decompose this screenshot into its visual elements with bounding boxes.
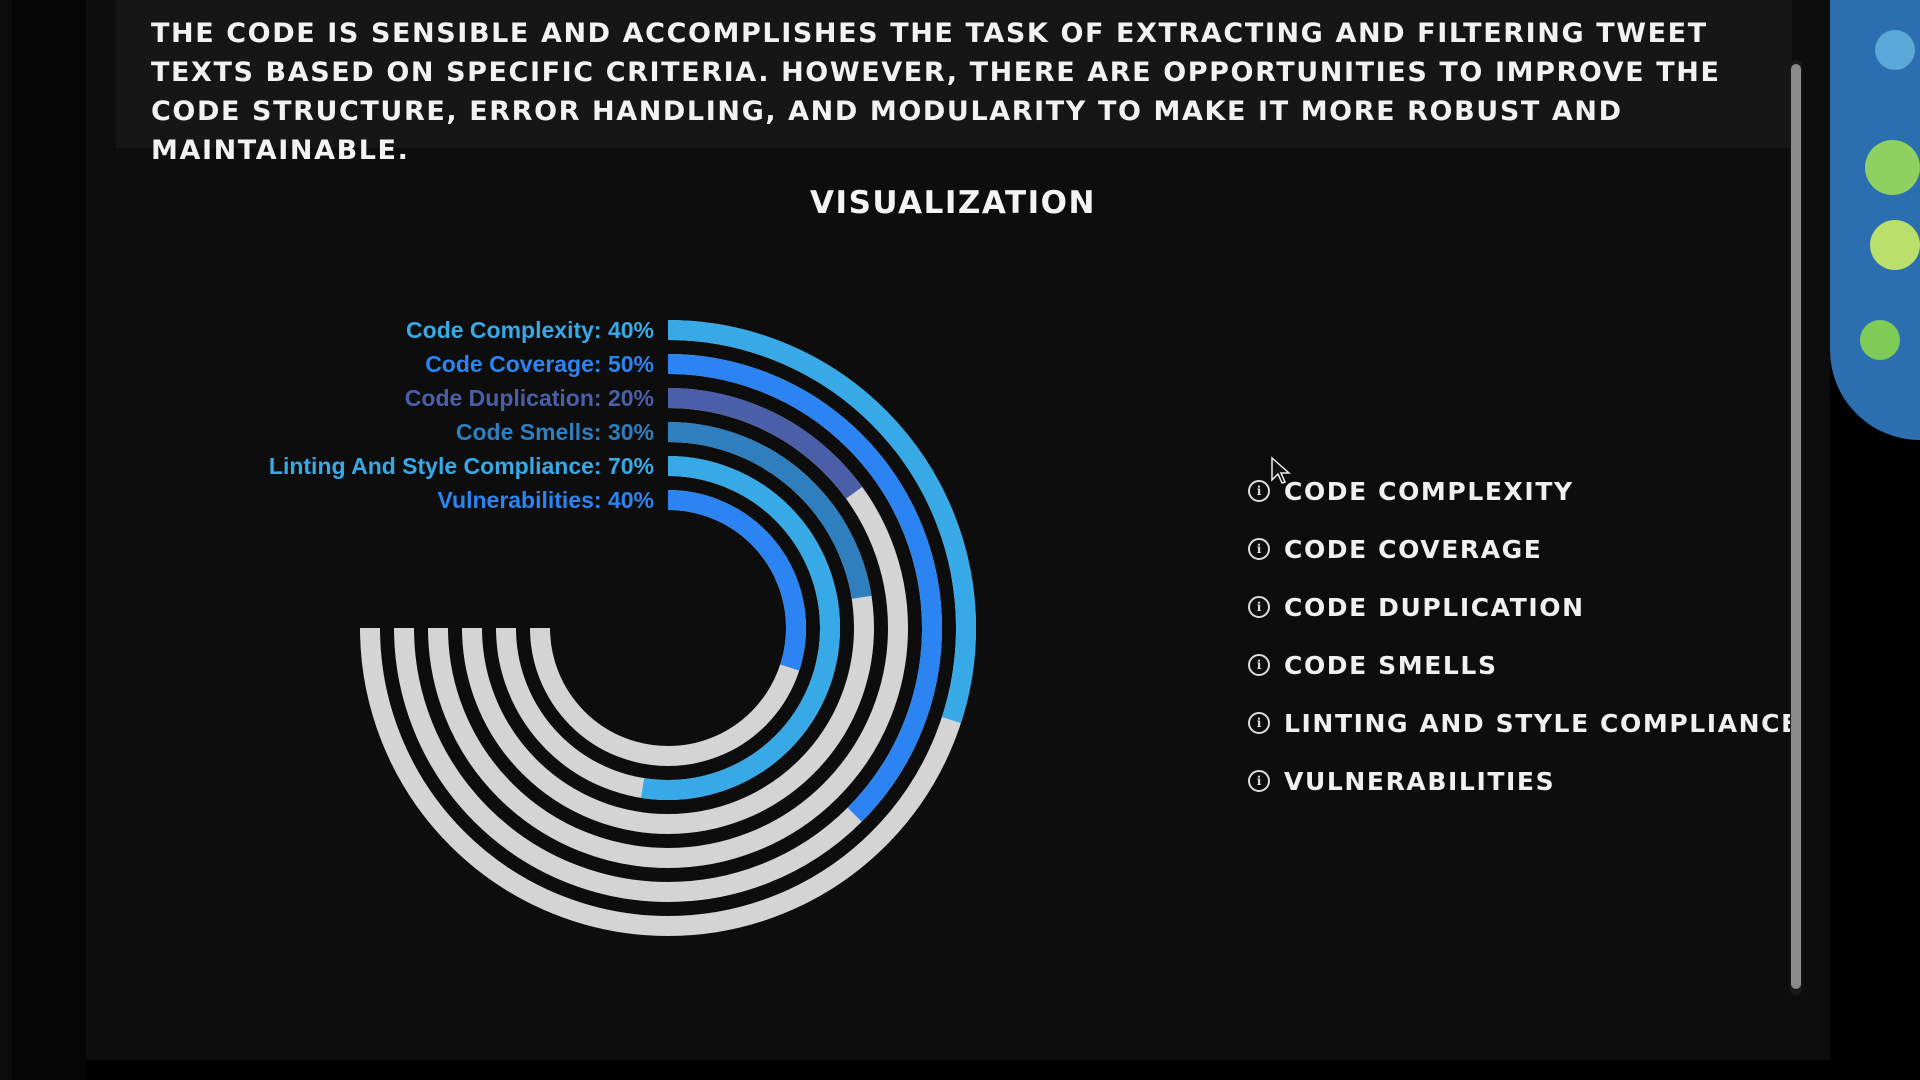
mouse-cursor-icon <box>1271 456 1291 484</box>
summary-box <box>116 0 1792 148</box>
info-icon[interactable]: i <box>1248 538 1270 560</box>
decoration-circle <box>1865 140 1920 195</box>
legend-label: Code Complexity <box>1284 476 1574 506</box>
legend-item-vulnerabilities[interactable]: i Vulnerabilities <box>1248 752 1800 810</box>
ring-bar-linting-and-style-compliance[interactable] <box>641 456 840 800</box>
legend-item-code-duplication[interactable]: i Code Duplication <box>1248 578 1800 636</box>
info-icon[interactable]: i <box>1248 712 1270 734</box>
decoration-circle <box>1860 320 1900 360</box>
info-icon[interactable]: i <box>1248 654 1270 676</box>
legend-label: Code Smells <box>1284 650 1498 680</box>
legend-label: Code Duplication <box>1284 592 1585 622</box>
ring-label-code-smells: Code Smells: 30% <box>456 419 654 445</box>
left-window-edge <box>0 0 86 1080</box>
ring-bar-code-complexity[interactable] <box>667 320 976 724</box>
ring-bar-code-duplication[interactable] <box>667 388 863 499</box>
visualization-title: Visualization <box>810 185 1096 221</box>
legend-item-code-complexity[interactable]: i Code Complexity <box>1248 462 1800 520</box>
summary-text: The code is sensible and accomplishes th… <box>151 18 1721 166</box>
info-icon[interactable]: i <box>1248 770 1270 792</box>
ring-label-linting-and-style-compliance: Linting And Style Compliance: 70% <box>269 453 654 479</box>
legend-item-linting-and-style-compliance[interactable]: i Linting And Style Compliance <box>1248 694 1800 752</box>
scrollbar-thumb[interactable] <box>1791 64 1801 989</box>
chart-legend: i Code Complexity i Code Coverage i Code Dupl… <box>1248 462 1800 810</box>
decoration-circle <box>1875 30 1915 70</box>
background-decoration <box>1830 0 1920 440</box>
ring-bar-code-smells[interactable] <box>667 422 872 599</box>
legend-item-code-smells[interactable]: i Code Smells <box>1248 636 1800 694</box>
ring-label-code-duplication: Code Duplication: 20% <box>405 385 654 411</box>
left-window-edge-inner <box>0 0 12 1080</box>
ring-bar-code-coverage[interactable] <box>667 354 942 822</box>
ring-label-code-complexity: Code Complexity: 40% <box>406 317 654 343</box>
ring-bar-vulnerabilities[interactable] <box>667 490 806 671</box>
legend-label: Vulnerabilities <box>1284 766 1556 796</box>
info-icon[interactable]: i <box>1248 480 1270 502</box>
info-icon[interactable]: i <box>1248 596 1270 618</box>
legend-label: Linting And Style Compliance <box>1284 708 1800 738</box>
ring-label-vulnerabilities: Vulnerabilities: 40% <box>438 487 654 513</box>
legend-item-code-coverage[interactable]: i Code Coverage <box>1248 520 1800 578</box>
legend-label: Code Coverage <box>1284 534 1543 564</box>
decoration-circle <box>1870 220 1920 270</box>
ring-label-code-coverage: Code Coverage: 50% <box>425 351 654 377</box>
